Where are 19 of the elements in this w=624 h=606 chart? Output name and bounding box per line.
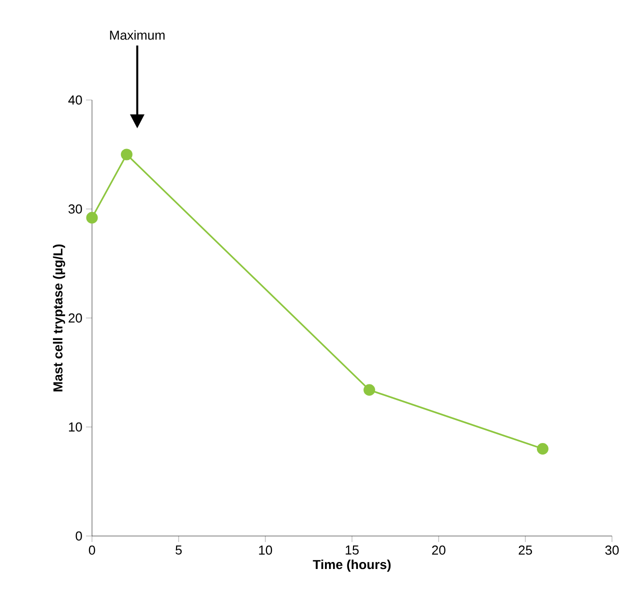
x-axis-title: Time (hours) (312, 560, 391, 572)
x-tick-label: 10 (259, 546, 272, 555)
x-tick-label: 15 (346, 546, 359, 555)
x-tick-label: 25 (518, 546, 532, 555)
x-tick-label: 30 (605, 546, 619, 555)
y-tick-label: 20 (68, 313, 82, 323)
x-tick-label: 20 (432, 546, 446, 555)
y-tick-label: 40 (68, 95, 82, 105)
x-tick-label: 5 (176, 546, 182, 555)
point (86, 212, 98, 224)
point (120, 148, 132, 160)
x-tick-label: 0 (88, 546, 96, 555)
text: Maximum (110, 30, 165, 40)
y-axis-title: Mast cell tryptase (µg/L) (52, 244, 66, 392)
y-tick-label: 30 (68, 204, 82, 214)
point (536, 443, 548, 455)
y-tick-label: 0 (76, 531, 82, 541)
point (364, 384, 376, 396)
y-tick-label: 10 (68, 422, 82, 432)
